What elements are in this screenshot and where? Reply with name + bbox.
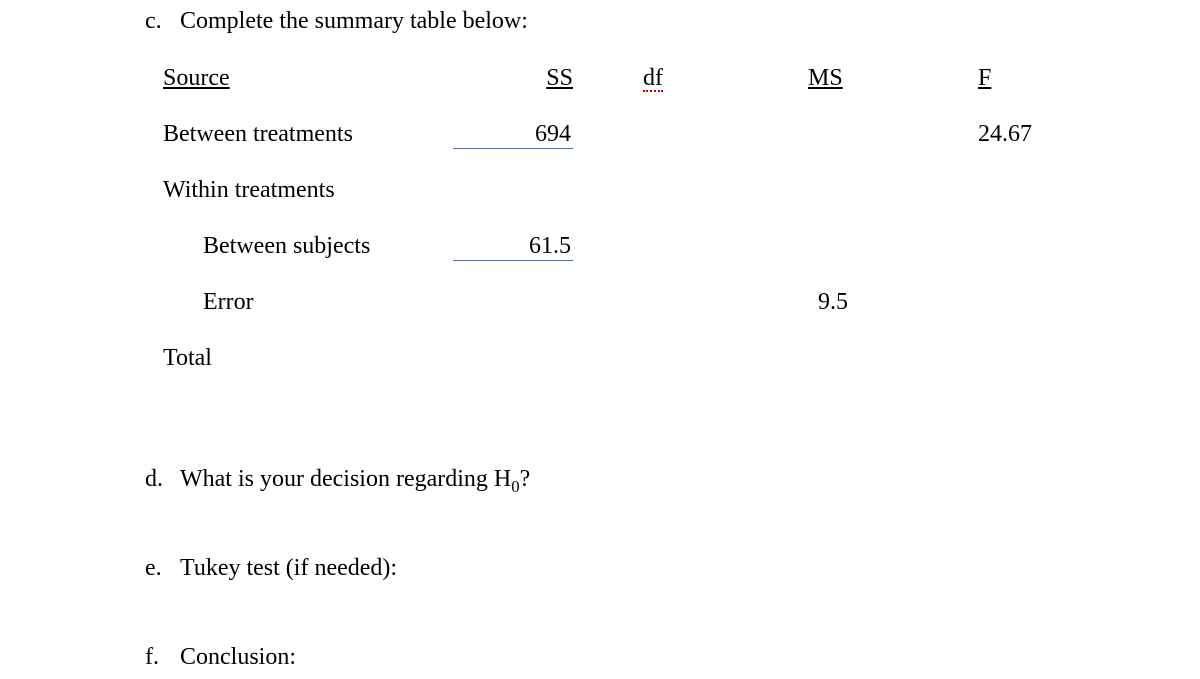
label-between-treatments: Between treatments xyxy=(163,121,453,148)
item-e-letter: e. xyxy=(145,555,180,582)
ss-between-subjects-value[interactable]: 61.5 xyxy=(453,233,573,261)
item-c-letter: c. xyxy=(145,8,180,35)
item-f-letter: f. xyxy=(145,644,180,671)
label-between-subjects: Between subjects xyxy=(163,233,453,260)
label-total: Total xyxy=(163,345,453,372)
row-total: Total xyxy=(163,345,1200,401)
row-between-subjects: Between subjects 61.5 xyxy=(163,233,1200,289)
item-e: e. Tukey test (if needed): xyxy=(145,555,1200,582)
label-error: Error xyxy=(163,289,453,316)
header-f: F xyxy=(978,65,1098,92)
item-f: f. Conclusion: xyxy=(145,644,1200,671)
row-within-treatments: Within treatments xyxy=(163,177,1200,233)
label-within-treatments: Within treatments xyxy=(163,177,453,204)
row-between-treatments: Between treatments 694 24.67 xyxy=(163,121,1200,177)
header-df-text: df xyxy=(643,68,663,92)
item-c: c. Complete the summary table below: xyxy=(145,8,1200,35)
anova-table: Source SS df MS F Between treatments 694… xyxy=(163,65,1200,401)
f-between-treatments: 24.67 xyxy=(978,121,1098,148)
item-d-letter: d. xyxy=(145,466,180,493)
item-d: d. What is your decision regarding H0? xyxy=(145,466,1200,493)
item-c-text: Complete the summary table below: xyxy=(180,8,528,35)
header-ss: SS xyxy=(453,65,643,92)
subscript-zero: 0 xyxy=(511,477,519,496)
page-content: c. Complete the summary table below: Sou… xyxy=(0,0,1200,671)
item-d-text-pre: What is your decision regarding H xyxy=(180,466,511,492)
ss-between-treatments: 694 xyxy=(453,121,643,149)
table-header-row: Source SS df MS F xyxy=(163,65,1200,121)
item-d-text: What is your decision regarding H0? xyxy=(180,466,530,493)
ms-error: 9.5 xyxy=(808,289,978,316)
header-source: Source xyxy=(163,65,453,92)
ss-between-subjects: 61.5 xyxy=(453,233,643,261)
header-ms: MS xyxy=(808,65,978,92)
row-error: Error 9.5 xyxy=(163,289,1200,345)
ss-between-treatments-value[interactable]: 694 xyxy=(453,121,573,149)
question-list: d. What is your decision regarding H0? e… xyxy=(145,466,1200,671)
item-f-text: Conclusion: xyxy=(180,644,296,671)
item-e-text: Tukey test (if needed): xyxy=(180,555,397,582)
header-df: df xyxy=(643,65,808,92)
item-d-text-post: ? xyxy=(520,466,531,492)
